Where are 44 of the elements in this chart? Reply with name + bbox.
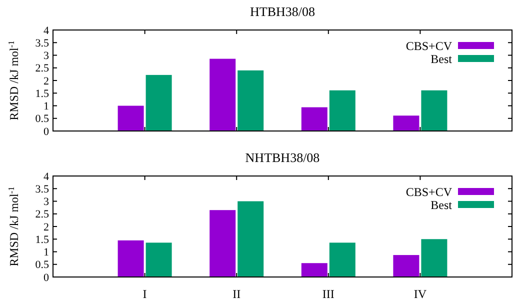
y-tick-label: 1: [44, 100, 49, 113]
x-tick-label: I: [142, 287, 147, 301]
y-tick-label: 2.5: [35, 208, 50, 221]
legend-label: CBS+CV: [406, 39, 452, 54]
chart-title: HTBH38/08: [250, 4, 315, 19]
bar: [301, 263, 328, 277]
y-tick-label: 2: [44, 221, 49, 234]
bar: [421, 90, 448, 131]
bar: [329, 90, 356, 131]
y-tick-label: 3: [44, 196, 50, 208]
bar: [301, 107, 328, 131]
y-tick-label: 0: [44, 126, 50, 138]
x-tick-label: III: [322, 287, 334, 301]
bar: [210, 210, 236, 277]
y-tick-label: 1.5: [35, 88, 50, 100]
legend-label: CBS+CV: [406, 185, 452, 200]
bar: [210, 58, 236, 131]
y-tick-label: 0: [44, 272, 50, 284]
bar: [146, 74, 172, 131]
y-tick-label: 4: [44, 170, 50, 183]
y-tick-label: 0.5: [35, 113, 50, 126]
bar: [329, 242, 356, 277]
x-tick-label: II: [232, 287, 241, 301]
bar: [421, 239, 448, 277]
y-tick-label: 3.5: [35, 183, 50, 196]
y-tick-label: 3.5: [35, 37, 50, 50]
bar: [393, 116, 420, 131]
bar: [238, 201, 264, 277]
bar: [118, 106, 144, 131]
bar: [238, 70, 264, 131]
y-tick-label: 1: [44, 246, 49, 259]
y-tick-label: 0.5: [35, 259, 50, 272]
y-tick-label: 2.5: [35, 62, 50, 75]
y-tick-label: 4: [44, 24, 50, 37]
bar: [146, 242, 172, 277]
y-tick-label: 3: [44, 50, 50, 62]
bar: [393, 255, 420, 277]
y-tick-label: 2: [44, 75, 49, 88]
y-tick-label: 1.5: [35, 234, 50, 246]
bar: [118, 240, 144, 277]
legend-label: Best: [430, 198, 453, 212]
chart-title: NHTBH38/08: [245, 150, 320, 165]
x-tick-label: IV: [414, 287, 427, 301]
legend-label: Best: [430, 52, 453, 66]
